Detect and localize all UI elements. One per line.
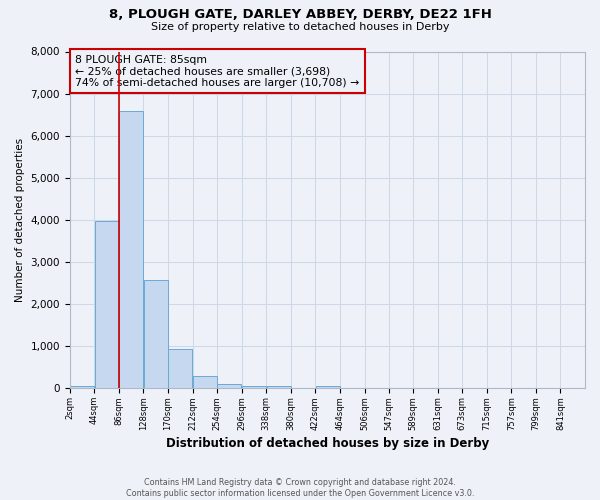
- Y-axis label: Number of detached properties: Number of detached properties: [15, 138, 25, 302]
- Bar: [119, 112, 143, 388]
- Bar: [242, 386, 266, 388]
- Bar: [316, 386, 340, 388]
- Bar: [144, 280, 168, 388]
- Bar: [70, 386, 94, 388]
- Text: 8, PLOUGH GATE, DARLEY ABBEY, DERBY, DE22 1FH: 8, PLOUGH GATE, DARLEY ABBEY, DERBY, DE2…: [109, 8, 491, 20]
- Text: Size of property relative to detached houses in Derby: Size of property relative to detached ho…: [151, 22, 449, 32]
- Bar: [266, 386, 290, 388]
- Bar: [217, 384, 241, 388]
- X-axis label: Distribution of detached houses by size in Derby: Distribution of detached houses by size …: [166, 437, 489, 450]
- Text: Contains HM Land Registry data © Crown copyright and database right 2024.
Contai: Contains HM Land Registry data © Crown c…: [126, 478, 474, 498]
- Bar: [95, 221, 119, 388]
- Bar: [169, 349, 192, 389]
- Bar: [193, 376, 217, 388]
- Text: 8 PLOUGH GATE: 85sqm
← 25% of detached houses are smaller (3,698)
74% of semi-de: 8 PLOUGH GATE: 85sqm ← 25% of detached h…: [75, 55, 359, 88]
